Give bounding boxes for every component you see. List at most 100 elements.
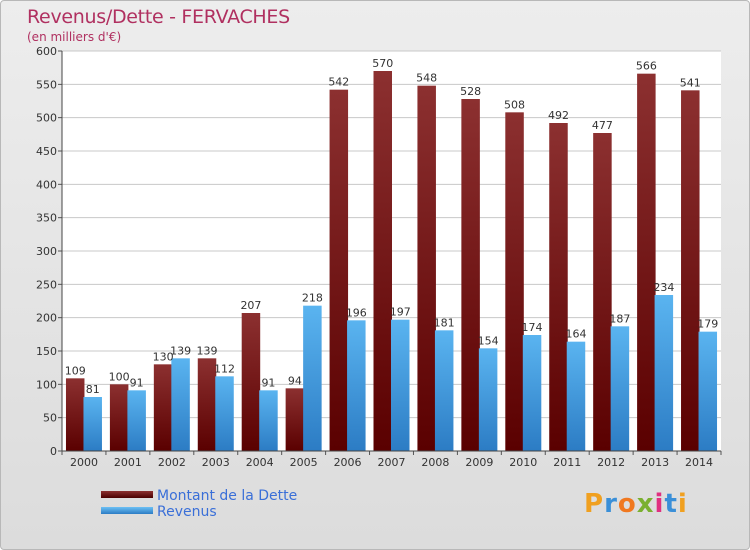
bar-dette-2014 [681,90,700,451]
bar-revenus-2008 [434,330,454,451]
bar-revenus-2003 [215,376,234,451]
value-label-dette-2002: 130 [153,350,174,363]
value-label-revenus-2001: 91 [130,376,144,389]
value-label-dette-2001: 100 [109,370,130,383]
bar-dette-2005 [285,388,305,451]
x-tick-label: 2014 [685,456,713,469]
bar-dette-2011 [549,123,568,451]
value-label-dette-2011: 492 [548,109,569,122]
value-label-revenus-2014: 179 [697,318,718,331]
y-tick-label: 250 [36,278,57,291]
bar-revenus-2009 [478,348,498,451]
x-tick-label: 2007 [378,456,406,469]
x-tick-label: 2004 [246,456,274,469]
bar-revenus-2010 [522,335,542,451]
bar-revenus-2000 [83,397,102,451]
bar-revenus-2001 [127,390,146,451]
bar-revenus-2004 [259,390,278,451]
bar-dette-2008 [417,85,436,452]
bar-dette-2007 [373,71,392,451]
bar-revenus-2011 [566,341,586,451]
bar-dette-2000 [65,378,85,451]
bar-dette-2006 [329,89,349,452]
value-label-revenus-2008: 181 [434,316,455,329]
x-tick-label: 2012 [597,456,625,469]
x-tick-label: 2009 [465,456,493,469]
bar-revenus-2002 [171,358,190,451]
value-label-revenus-2006: 196 [346,306,367,319]
value-label-revenus-2007: 197 [390,306,411,319]
legend-swatch-revenus [101,507,153,514]
x-tick-label: 2002 [158,456,186,469]
x-tick-label: 2000 [70,456,98,469]
chart-subtitle: (en milliers d'€) [27,30,122,44]
bar-revenus-2005 [303,305,322,451]
bar-revenus-2007 [391,319,410,451]
logo-letter: t [664,489,678,519]
value-label-revenus-2009: 154 [478,334,499,347]
x-tick-label: 2010 [509,456,537,469]
value-label-dette-2013: 566 [636,60,657,73]
y-tick-label: 350 [36,212,57,225]
value-label-dette-2010: 508 [504,98,525,111]
y-tick-label: 450 [36,145,57,158]
value-label-revenus-2005: 218 [302,292,323,305]
x-tick-label: 2008 [421,456,449,469]
x-tick-label: 2011 [553,456,581,469]
y-tick-label: 600 [36,45,57,58]
value-label-dette-2000: 109 [65,364,86,377]
logo-letter: P [584,489,605,519]
value-label-revenus-2003: 112 [214,362,235,375]
y-tick-label: 500 [36,112,57,125]
x-tick-label: 2003 [202,456,230,469]
value-label-revenus-2000: 81 [86,383,100,396]
value-label-dette-2009: 528 [460,85,481,98]
value-label-revenus-2002: 139 [170,344,191,357]
logo-letter: r [604,489,618,519]
bar-revenus-2013 [654,295,674,451]
value-label-revenus-2004: 91 [261,376,275,389]
value-label-dette-2008: 548 [416,72,437,85]
y-tick-label: 300 [36,245,57,258]
bar-dette-2010 [505,112,524,451]
bar-dette-2002 [153,364,173,451]
bar-dette-2012 [593,133,612,451]
x-tick-label: 2013 [641,456,669,469]
bar-dette-2004 [241,313,261,451]
legend-label-revenus: Revenus [157,504,217,520]
value-label-dette-2007: 570 [372,57,393,70]
logo-letter: i [654,489,665,519]
x-tick-label: 2005 [290,456,318,469]
logo-letter: o [617,489,637,519]
y-tick-label: 50 [43,412,57,425]
x-tick-label: 2001 [114,456,142,469]
value-label-dette-2014: 541 [680,76,701,89]
bar-dette-2009 [461,99,480,451]
y-tick-label: 400 [36,178,57,191]
bar-revenus-2012 [610,326,630,451]
value-label-dette-2003: 139 [197,344,218,357]
value-label-revenus-2012: 187 [609,312,630,325]
chart-title: Revenus/Dette - FERVACHES [27,6,290,28]
y-tick-label: 150 [36,345,57,358]
bar-dette-2013 [637,73,656,452]
bar-revenus-2014 [698,331,718,451]
legend-swatch-dette [101,491,153,498]
value-label-revenus-2013: 234 [653,281,674,294]
proxiti-logo: Proxiti [584,489,688,519]
x-tick-label: 2006 [334,456,362,469]
bar-dette-2003 [197,358,217,451]
logo-letter: i [677,489,688,519]
logo-letter: x [636,489,655,519]
value-label-revenus-2010: 174 [522,321,543,334]
y-tick-label: 200 [36,312,57,325]
bar-revenus-2006 [347,320,366,451]
value-label-dette-2012: 477 [592,119,613,132]
bar-dette-2001 [109,384,129,451]
value-label-dette-2006: 542 [328,76,349,89]
y-tick-label: 100 [36,378,57,391]
legend-label-dette: Montant de la Dette [157,488,298,504]
value-label-revenus-2011: 164 [565,328,586,341]
